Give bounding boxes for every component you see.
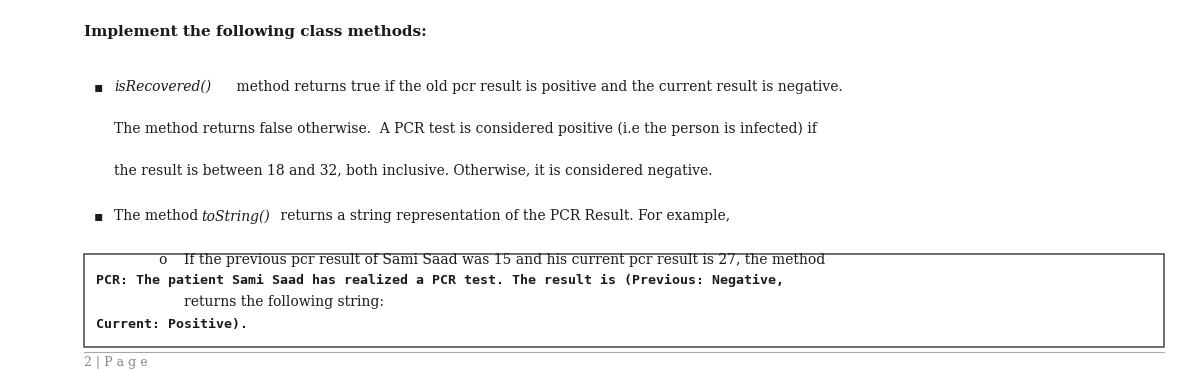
Text: returns a string representation of the PCR Result. For example,: returns a string representation of the P…	[276, 210, 730, 223]
Text: toString(): toString()	[202, 210, 270, 224]
Text: method returns true if the old pcr result is positive and the current result is : method returns true if the old pcr resul…	[232, 80, 842, 94]
Text: 2 | P a g e: 2 | P a g e	[84, 356, 148, 369]
Text: o: o	[158, 253, 167, 267]
Text: Current: Positive).: Current: Positive).	[96, 318, 248, 331]
Text: The method returns false otherwise.  A PCR test is considered positive (i.e the : The method returns false otherwise. A PC…	[114, 122, 817, 137]
Text: isRecovered(): isRecovered()	[114, 80, 211, 94]
Text: The method: The method	[114, 210, 203, 223]
Text: ▪: ▪	[94, 210, 103, 223]
Text: If the previous pcr result of Sami Saad was 15 and his current pcr result is 27,: If the previous pcr result of Sami Saad …	[184, 253, 824, 267]
Text: the result is between 18 and 32, both inclusive. Otherwise, it is considered neg: the result is between 18 and 32, both in…	[114, 164, 713, 178]
FancyBboxPatch shape	[84, 254, 1164, 347]
Text: ▪: ▪	[94, 80, 103, 94]
Text: Implement the following class methods:: Implement the following class methods:	[84, 26, 427, 39]
Text: PCR: The patient Sami Saad has realized a PCR test. The result is (Previous: Neg: PCR: The patient Sami Saad has realized …	[96, 274, 784, 287]
Text: returns the following string:: returns the following string:	[184, 295, 384, 309]
